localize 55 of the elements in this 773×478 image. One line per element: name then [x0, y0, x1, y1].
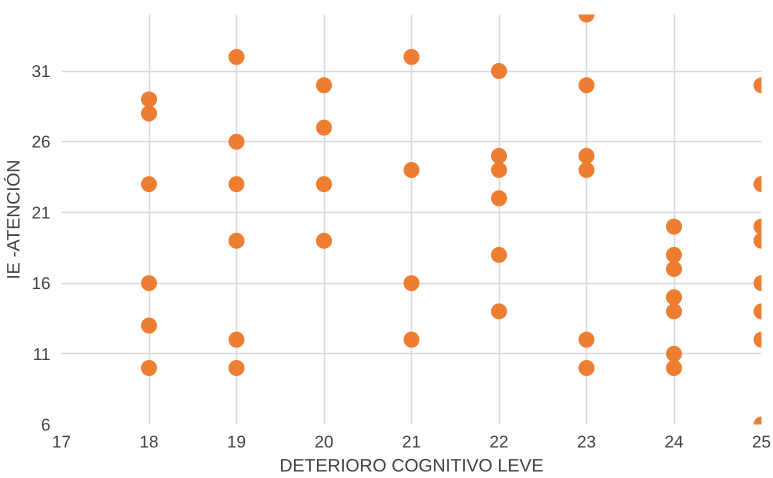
point — [491, 190, 507, 206]
point — [228, 48, 244, 65]
x-tick-label: 18 — [140, 432, 158, 452]
point — [491, 148, 507, 164]
point — [666, 246, 682, 263]
y-tick-label: 21 — [32, 203, 51, 222]
y-axis-title: IE -ATENCIÓN — [4, 160, 24, 280]
x-tick-label: 22 — [490, 432, 508, 452]
point — [404, 48, 420, 65]
point — [666, 346, 682, 362]
x-tick-label: 17 — [52, 432, 71, 452]
x-tick-label: 25 — [752, 432, 771, 452]
x-tick-label: 23 — [577, 432, 596, 452]
point — [491, 162, 507, 178]
y-tick-label: 26 — [32, 132, 51, 152]
point — [666, 289, 682, 306]
point — [578, 162, 594, 178]
point — [404, 332, 420, 348]
point — [228, 176, 244, 192]
point — [228, 332, 244, 348]
point — [666, 218, 682, 235]
point — [666, 303, 682, 320]
y-tick-label: 31 — [32, 62, 51, 82]
y-tick-label: 11 — [32, 344, 51, 364]
point — [578, 360, 594, 376]
point — [491, 246, 507, 263]
y-tick-label: 16 — [32, 274, 51, 294]
x-tick-label: 20 — [314, 432, 334, 452]
point — [141, 176, 157, 192]
point — [141, 275, 157, 292]
point — [316, 176, 332, 192]
point — [578, 77, 594, 94]
point — [316, 232, 332, 249]
point — [578, 148, 594, 164]
x-tick-label: 19 — [227, 432, 246, 452]
point — [316, 120, 332, 136]
point — [141, 105, 157, 122]
point — [491, 63, 507, 80]
point — [666, 360, 682, 376]
y-tick-label: 6 — [41, 416, 51, 434]
point — [578, 332, 594, 348]
point — [316, 77, 332, 94]
x-tick-label: 21 — [402, 432, 421, 452]
point — [404, 275, 420, 292]
point — [141, 91, 157, 108]
point — [141, 360, 157, 376]
point — [228, 134, 244, 150]
point — [666, 261, 682, 277]
point — [404, 162, 420, 178]
point — [141, 318, 157, 334]
point — [228, 360, 244, 376]
x-axis-title: DETERIORO COGNITIVO LEVE — [279, 456, 544, 476]
x-tick-label: 24 — [664, 432, 684, 452]
point — [228, 232, 244, 249]
point — [491, 303, 507, 320]
